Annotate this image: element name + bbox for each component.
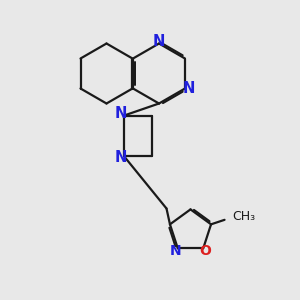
Text: O: O	[200, 244, 212, 258]
Text: N: N	[169, 244, 181, 258]
Text: N: N	[114, 106, 127, 122]
Text: CH₃: CH₃	[232, 210, 255, 223]
Text: N: N	[182, 81, 195, 96]
Text: N: N	[153, 34, 165, 50]
Text: N: N	[114, 150, 127, 165]
